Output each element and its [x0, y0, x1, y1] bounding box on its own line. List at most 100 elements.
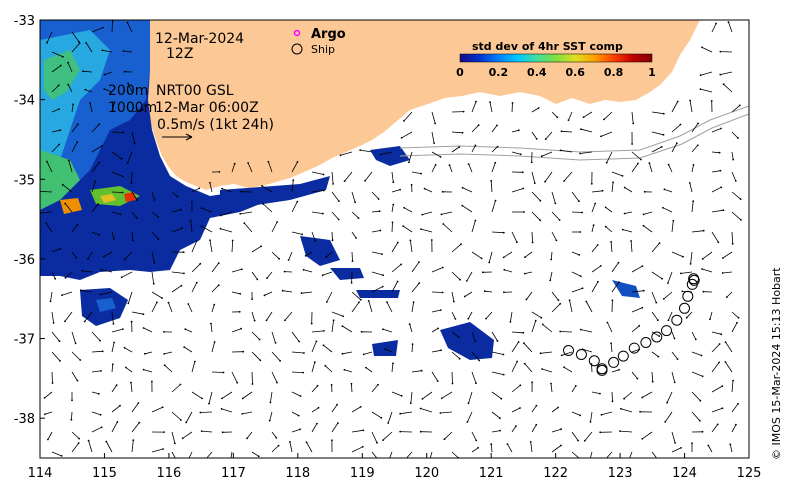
current-vector: [551, 211, 560, 221]
current-vector-head: [105, 440, 108, 443]
current-vector: [731, 311, 739, 319]
current-vector: [323, 344, 333, 353]
current-vector: [201, 430, 213, 433]
current-vector: [371, 411, 382, 419]
current-vector: [603, 111, 613, 120]
current-vector-head: [351, 260, 354, 262]
current-vector-head: [663, 188, 666, 191]
current-vector: [691, 391, 701, 401]
current-vector: [691, 145, 699, 153]
current-vector: [622, 229, 633, 233]
current-vector-head: [222, 371, 225, 374]
current-vector: [471, 251, 482, 259]
current-vector: [311, 171, 324, 175]
current-vector-head: [701, 375, 704, 378]
current-vector-head: [496, 340, 499, 342]
current-vector: [725, 361, 733, 373]
current-vector-head: [261, 185, 263, 187]
current-vector: [386, 302, 393, 313]
current-vector-head: [673, 337, 676, 340]
current-vector: [291, 331, 300, 342]
current-vector: [550, 383, 553, 393]
current-vector: [351, 302, 360, 313]
current-vector: [360, 149, 373, 153]
current-vector: [91, 411, 101, 416]
current-vector-head: [549, 279, 552, 282]
current-vector-head: [651, 380, 654, 383]
current-vector: [568, 111, 573, 121]
current-vector-head: [597, 280, 599, 283]
current-vector-head: [643, 190, 646, 193]
current-vector: [580, 329, 593, 333]
current-vector: [606, 151, 613, 163]
current-vector-head: [76, 141, 79, 144]
current-vector-head: [67, 61, 69, 64]
current-vector-head: [209, 239, 211, 242]
current-vector: [664, 189, 673, 193]
current-vector: [183, 346, 193, 353]
current-vector-head: [523, 342, 525, 345]
current-vector-head: [71, 399, 73, 402]
current-vector-head: [157, 238, 160, 241]
current-vector: [208, 391, 213, 404]
current-vector: [268, 161, 273, 173]
current-vector-head: [275, 436, 278, 439]
current-vector: [291, 231, 303, 235]
current-vector: [600, 131, 613, 137]
current-vector-head: [594, 202, 597, 205]
current-vector-head: [266, 277, 268, 279]
bathymetry-contour-1000m: [399, 113, 749, 161]
current-vector-head: [700, 354, 703, 357]
current-vector: [422, 391, 433, 400]
current-vector-head: [62, 55, 64, 58]
current-vector: [631, 325, 640, 333]
current-vector: [526, 291, 533, 300]
current-vector-head: [461, 204, 464, 207]
current-vector: [631, 290, 644, 293]
current-vector: [610, 241, 613, 253]
current-vector-head: [322, 344, 325, 347]
current-vector: [291, 371, 304, 373]
current-vector-head: [694, 338, 697, 341]
current-vector-head: [617, 261, 620, 264]
current-vector-head: [701, 258, 704, 260]
current-vector: [468, 163, 473, 173]
current-vector-head: [418, 261, 420, 264]
current-vector: [671, 351, 678, 360]
current-vector: [251, 245, 262, 253]
current-vector-head: [377, 383, 379, 386]
ship-position-marker: [682, 290, 694, 302]
current-vector: [560, 149, 573, 153]
current-vector: [431, 371, 439, 382]
current-vector-head: [221, 187, 224, 190]
current-vector: [291, 391, 301, 397]
current-vector-head: [692, 200, 695, 203]
current-vector: [331, 320, 334, 333]
current-vector-head: [716, 423, 719, 426]
current-vector: [271, 251, 280, 260]
current-vector: [103, 251, 113, 257]
current-vector: [550, 251, 553, 260]
current-vector: [605, 207, 613, 213]
current-vector-head: [342, 315, 344, 318]
current-vector-head: [419, 407, 422, 410]
current-vector-head: [691, 442, 693, 445]
current-vector-head: [725, 296, 728, 298]
current-vector-head: [502, 231, 505, 234]
current-vector: [731, 231, 734, 244]
current-vector: [411, 282, 420, 293]
current-vector: [371, 191, 379, 200]
current-vector: [80, 289, 93, 293]
current-vector: [91, 350, 103, 353]
current-vector: [171, 191, 178, 197]
current-vector-head: [284, 319, 286, 322]
current-vector-head: [467, 402, 470, 405]
current-vector: [168, 302, 173, 313]
current-vector: [331, 211, 339, 220]
current-vector-head: [539, 352, 542, 355]
current-vector-head: [142, 327, 145, 329]
current-vector: [711, 186, 722, 193]
current-vector: [711, 343, 720, 353]
current-vector: [711, 151, 720, 154]
current-vector: [91, 180, 96, 193]
